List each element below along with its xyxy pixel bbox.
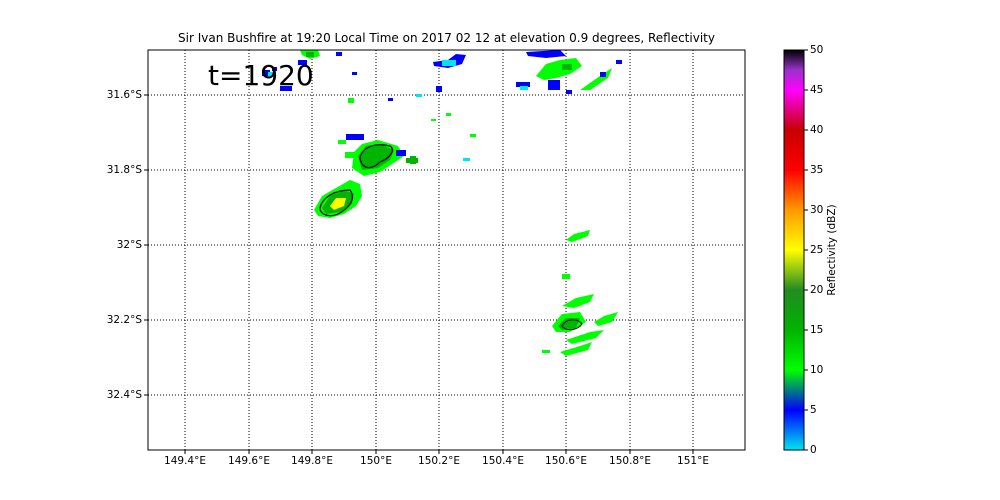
gridlines [148, 50, 745, 450]
colorbar-tick-label: 25 [810, 244, 824, 256]
colorbar-tick-label: 10 [810, 364, 824, 376]
lat-label: 32.4°S [106, 389, 142, 401]
colorbar-tick-label: 5 [810, 404, 817, 416]
lon-label: 150.4°E [482, 455, 524, 467]
axis-ticks [144, 94, 694, 454]
map-border [147, 49, 746, 451]
colorbar-tick-label: 0 [810, 444, 817, 456]
lon-label: 150.2°E [418, 455, 460, 467]
lat-label: 32.2°S [106, 314, 142, 326]
timestamp-label: t=1920 [208, 59, 314, 92]
echo-cluster-plume-upper [338, 134, 418, 176]
lon-label: 149.8°E [291, 455, 333, 467]
echo-cluster-southeast [542, 230, 618, 356]
lat-label: 32°S [116, 239, 142, 251]
lon-label: 150°E [360, 455, 392, 467]
echo-cluster-plume-lower [314, 180, 362, 218]
lat-label: 31.8°S [106, 164, 142, 176]
lon-label: 149.4°E [164, 455, 206, 467]
reflectivity-echoes [262, 50, 622, 356]
colorbar-title: Reflectivity (dBZ) [826, 204, 838, 296]
echo-cluster-northwest [262, 50, 393, 103]
colorbar-tick-label: 30 [810, 204, 824, 216]
lat-label: 31.6°S [106, 89, 142, 101]
lon-label: 151°E [677, 455, 709, 467]
colorbar [783, 49, 805, 451]
map-frame [148, 50, 745, 450]
colorbar-ticks [804, 49, 808, 451]
colorbar-tick-label: 40 [810, 124, 824, 136]
lon-label: 150.8°E [609, 455, 651, 467]
colorbar-tick-label: 45 [810, 84, 824, 96]
colorbar-tick-label: 35 [810, 164, 824, 176]
colorbar-tick-label: 20 [810, 284, 824, 296]
lon-label: 150.6°E [545, 455, 587, 467]
lon-label: 149.6°E [228, 455, 270, 467]
colorbar-tick-label: 15 [810, 324, 824, 336]
echo-cluster-northeast [516, 50, 622, 94]
colorbar-tick-label: 50 [810, 44, 824, 56]
plot-title: Sir Ivan Bushfire at 19:20 Local Time on… [178, 31, 715, 45]
echo-cluster-north [416, 54, 476, 161]
